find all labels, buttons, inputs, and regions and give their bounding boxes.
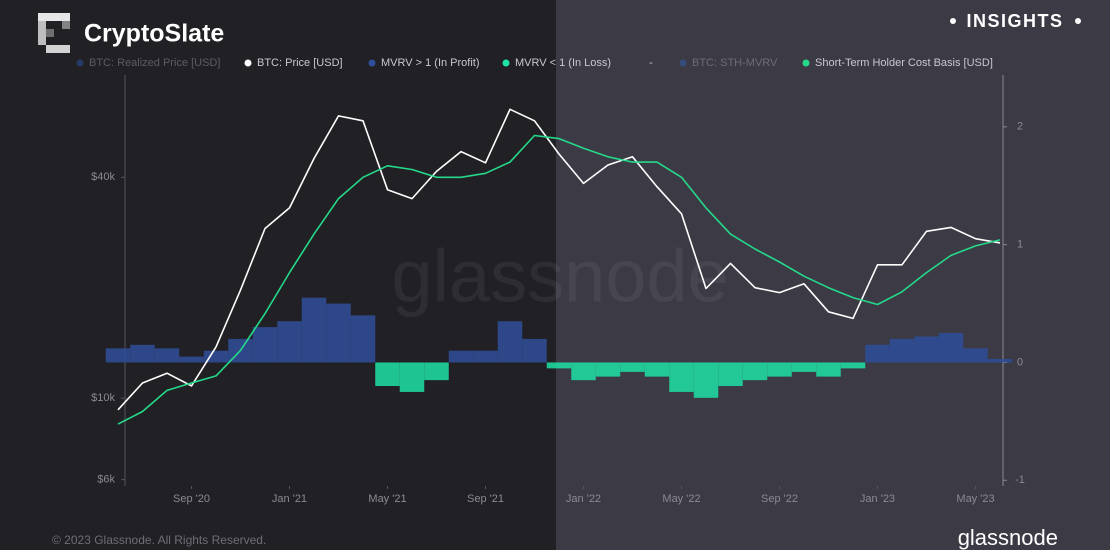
mvrv-bar [914, 336, 939, 363]
x-tick-label: Jan '22 [566, 493, 601, 505]
legend-marker [244, 59, 252, 67]
mvrv-bar [448, 350, 474, 363]
x-tick-label: Jan '23 [860, 493, 895, 505]
series-line [117, 108, 1001, 411]
mvrv-bar [669, 362, 694, 392]
mvrv-bar [350, 315, 376, 363]
right-panel [556, 0, 1110, 550]
x-tick-label: May '21 [368, 493, 406, 505]
mvrv-bar [326, 303, 351, 363]
mvrv-bar [277, 321, 302, 363]
mvrv-bar [301, 297, 327, 363]
mvrv-bar [399, 362, 425, 392]
mvrv-bar [203, 350, 229, 363]
brand-icon [38, 13, 70, 53]
legend-marker [802, 59, 810, 67]
series-line [117, 134, 1001, 425]
legend-marker [679, 59, 687, 67]
footer-logo: glassnode [958, 525, 1058, 550]
y-tick-label: $40k [91, 171, 115, 183]
legend-separator: - [649, 57, 653, 69]
legend-label: BTC: Realized Price [USD] [89, 57, 220, 69]
mvrv-bar [375, 362, 400, 387]
mvrv-bar [571, 362, 596, 381]
mvrv-bar [889, 338, 915, 363]
mvrv-bar [252, 327, 278, 363]
mvrv-bar [473, 350, 498, 363]
mvrv-bar [938, 333, 964, 363]
mvrv-bar [693, 362, 719, 398]
brand: CryptoSlate [84, 20, 224, 48]
x-tick-label: Sep '21 [467, 493, 504, 505]
mvrv-bar [424, 362, 449, 381]
mvrv-bar [718, 362, 743, 387]
legend-label: Short-Term Holder Cost Basis [USD] [815, 57, 993, 69]
mvrv-bar [816, 362, 841, 377]
y2-tick-label: 2 [1017, 121, 1023, 133]
mvrv-bar [497, 321, 523, 363]
mvrv-bar [840, 362, 866, 369]
legend-label: BTC: STH-MVRV [692, 57, 778, 69]
mvrv-bar [179, 356, 204, 363]
x-tick-label: Sep '22 [761, 493, 798, 505]
legend-label: MVRV < 1 (In Loss) [515, 57, 611, 69]
y-tick-label: $6k [97, 474, 115, 486]
badge-dot [1075, 18, 1081, 24]
legend-marker [502, 59, 510, 67]
mvrv-bar [963, 348, 988, 363]
mvrv-bar [595, 362, 621, 377]
mvrv-bar [742, 362, 768, 381]
mvrv-bar [154, 348, 180, 363]
mvrv-bar [546, 362, 572, 369]
mvrv-bar [987, 358, 1013, 363]
legend-label: BTC: Price [USD] [257, 57, 343, 69]
x-tick-label: Sep '20 [173, 493, 210, 505]
y2-tick-label: -1 [1015, 474, 1025, 486]
y2-tick-label: 0 [1017, 356, 1023, 368]
badge: INSIGHTS [966, 11, 1063, 31]
y-tick-label: $10k [91, 392, 115, 404]
mvrv-bar [644, 362, 670, 377]
mvrv-bar [522, 338, 547, 363]
mvrv-bar [130, 344, 155, 363]
mvrv-bar [865, 344, 890, 363]
badge-dot [950, 18, 956, 24]
watermark: glassnode [391, 235, 728, 318]
x-tick-label: May '23 [956, 493, 994, 505]
left-panel [0, 0, 556, 550]
y2-tick-label: 1 [1017, 239, 1023, 251]
x-tick-label: Jan '21 [272, 493, 307, 505]
mvrv-bar [105, 348, 131, 363]
x-tick-label: May '22 [662, 493, 700, 505]
legend-marker [368, 59, 376, 67]
copyright: © 2023 Glassnode. All Rights Reserved. [52, 533, 266, 547]
mvrv-bar [620, 362, 645, 372]
legend-label: MVRV > 1 (In Profit) [381, 57, 480, 69]
mvrv-bar [791, 362, 817, 372]
mvrv-bar [767, 362, 792, 377]
legend-marker [76, 59, 84, 67]
